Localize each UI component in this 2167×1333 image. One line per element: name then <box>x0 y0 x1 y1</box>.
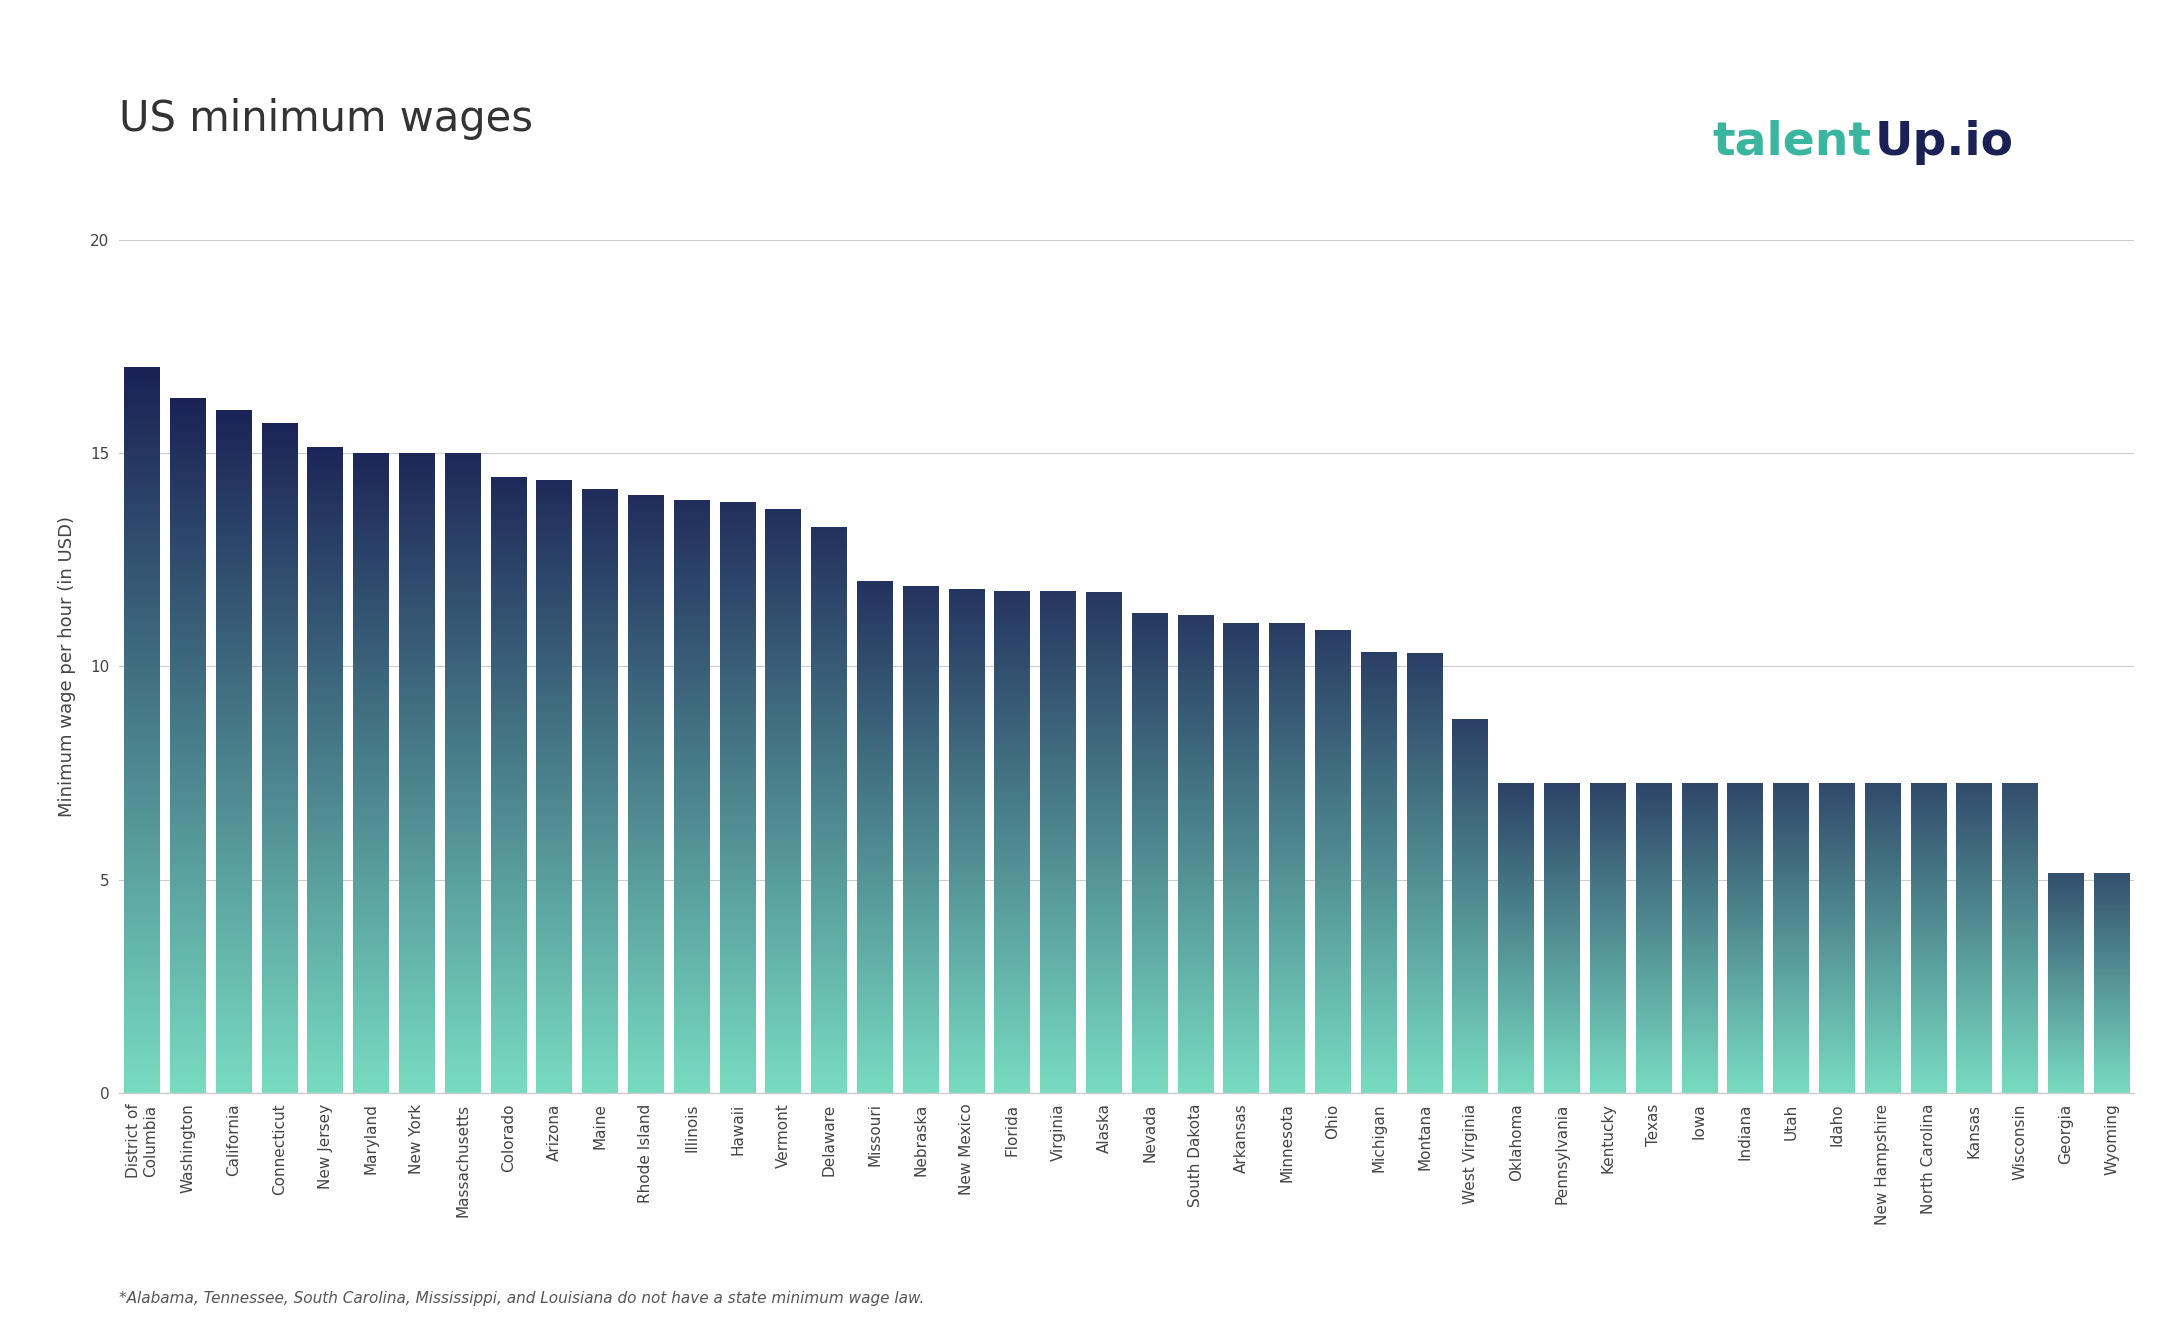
Y-axis label: Minimum wage per hour (in USD): Minimum wage per hour (in USD) <box>59 516 76 817</box>
Text: Up.io: Up.io <box>1874 120 2013 165</box>
Text: *Alabama, Tennessee, South Carolina, Mississippi, and Louisiana do not have a st: *Alabama, Tennessee, South Carolina, Mis… <box>119 1292 925 1306</box>
Text: US minimum wages: US minimum wages <box>119 97 533 140</box>
Text: talent: talent <box>1712 120 1870 165</box>
